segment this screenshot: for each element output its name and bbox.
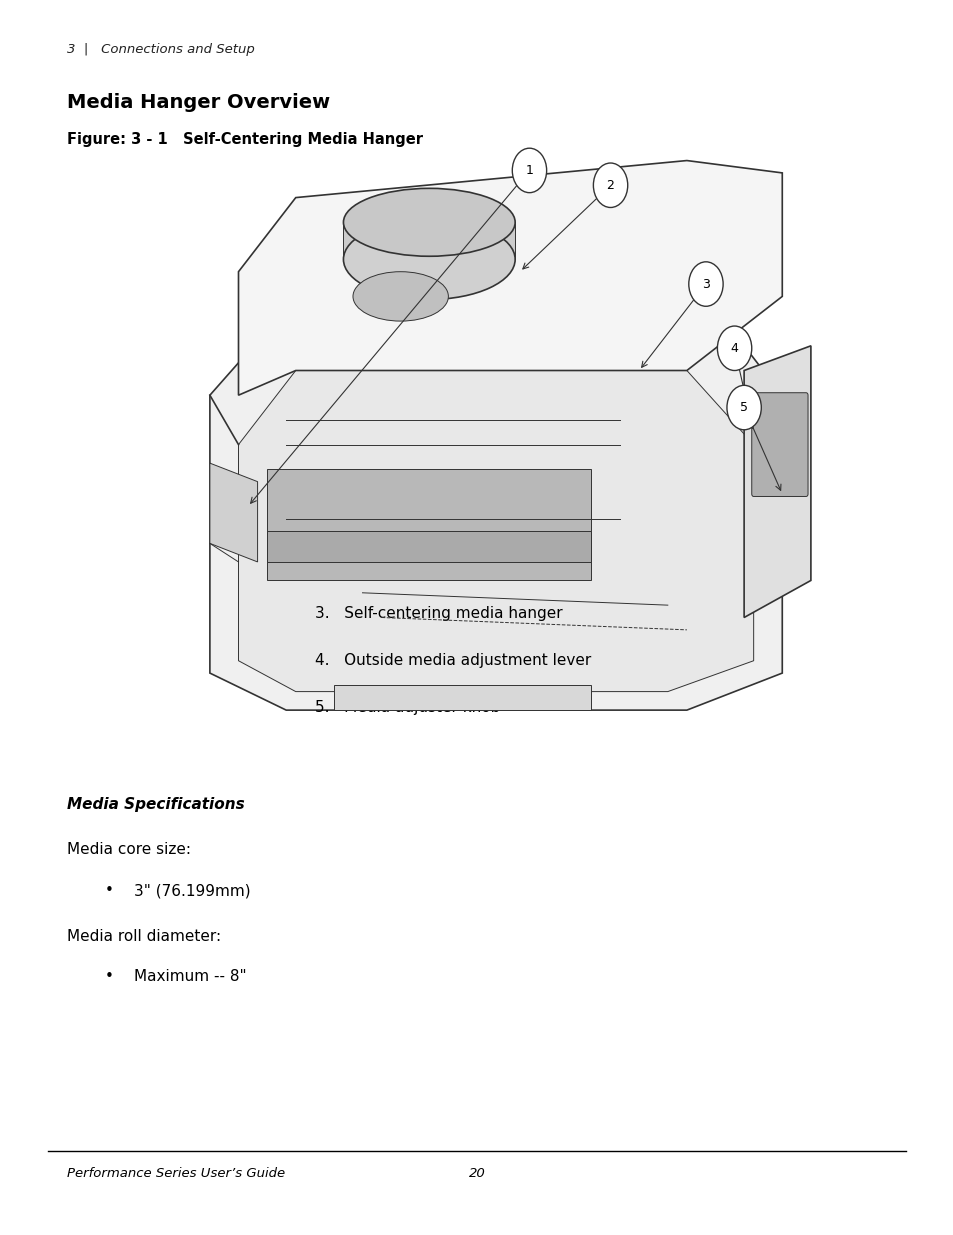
- Text: 3.   Self-centering media hanger: 3. Self-centering media hanger: [314, 606, 562, 621]
- Circle shape: [512, 148, 546, 193]
- Text: Maximum -- 8": Maximum -- 8": [133, 969, 246, 984]
- Text: 2: 2: [606, 179, 614, 191]
- Text: 1.   Inside media adjustment lever: 1. Inside media adjustment lever: [314, 513, 577, 527]
- Circle shape: [717, 326, 751, 370]
- Ellipse shape: [343, 219, 515, 300]
- Text: 3: 3: [701, 278, 709, 290]
- Circle shape: [726, 385, 760, 430]
- Polygon shape: [334, 685, 591, 710]
- Text: •: •: [105, 883, 113, 898]
- Polygon shape: [343, 222, 515, 259]
- Polygon shape: [210, 309, 781, 710]
- Text: Figure: 3 - 1   Self-Centering Media Hanger: Figure: 3 - 1 Self-Centering Media Hange…: [67, 132, 422, 147]
- Polygon shape: [267, 531, 591, 562]
- Text: Media Specifications: Media Specifications: [67, 797, 244, 811]
- Text: 20: 20: [468, 1167, 485, 1181]
- Text: 4: 4: [730, 342, 738, 354]
- Polygon shape: [210, 463, 257, 562]
- Text: 3" (76.199mm): 3" (76.199mm): [133, 883, 250, 898]
- Text: Performance Series User’s Guide: Performance Series User’s Guide: [67, 1167, 285, 1181]
- Circle shape: [593, 163, 627, 207]
- Text: 5.   Media adjuster knob: 5. Media adjuster knob: [314, 700, 499, 715]
- Text: Media Hanger Overview: Media Hanger Overview: [67, 93, 330, 111]
- Ellipse shape: [353, 272, 448, 321]
- Text: 1: 1: [525, 164, 533, 177]
- Text: Media core size:: Media core size:: [67, 842, 191, 857]
- Text: •: •: [105, 969, 113, 984]
- Circle shape: [688, 262, 722, 306]
- Text: 5: 5: [740, 401, 747, 414]
- Text: 3  |   Connections and Setup: 3 | Connections and Setup: [67, 43, 254, 57]
- Polygon shape: [743, 346, 810, 618]
- Text: 4.   Outside media adjustment lever: 4. Outside media adjustment lever: [314, 653, 591, 668]
- FancyBboxPatch shape: [751, 393, 807, 496]
- Text: 2.   Paper low sensor (Optional): 2. Paper low sensor (Optional): [314, 559, 555, 574]
- Polygon shape: [238, 161, 781, 395]
- Text: Media roll diameter:: Media roll diameter:: [67, 929, 221, 944]
- Ellipse shape: [343, 189, 515, 257]
- Polygon shape: [267, 469, 591, 580]
- Polygon shape: [238, 370, 753, 692]
